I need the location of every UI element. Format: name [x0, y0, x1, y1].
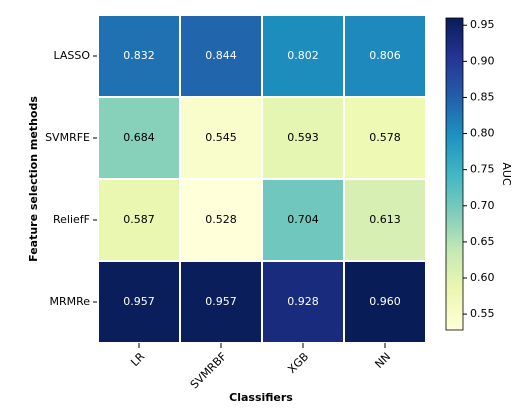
- heatmap-cell: [97, 178, 181, 262]
- cell-label: 0.545: [205, 131, 237, 144]
- colorbar-tick-label: 0.80: [470, 127, 495, 140]
- cell-label: 0.832: [123, 49, 155, 62]
- x-tick-label: NN: [372, 350, 393, 371]
- heatmap-cell: [343, 178, 427, 262]
- colorbar-tick-label: 0.70: [470, 199, 495, 212]
- cell-label: 0.957: [123, 295, 155, 308]
- heatmap-cell: [179, 260, 263, 344]
- cell-label: 0.928: [287, 295, 319, 308]
- cell-label: 0.684: [123, 131, 155, 144]
- heatmap-cell: [261, 96, 345, 180]
- y-tick-label: SVMRFE: [45, 131, 90, 144]
- cell-label: 0.957: [205, 295, 237, 308]
- y-axis-label: Feature selection methods: [27, 96, 40, 262]
- colorbar-tick-label: 0.75: [470, 163, 495, 176]
- colorbar-tick-label: 0.90: [470, 54, 495, 67]
- colorbar-tick-label: 0.55: [470, 307, 495, 320]
- cell-label: 0.528: [205, 213, 237, 226]
- cell-label: 0.802: [287, 49, 319, 62]
- colorbar-label: AUC: [500, 162, 513, 186]
- colorbar-tick-label: 0.65: [470, 235, 495, 248]
- x-tick-label: XGB: [285, 350, 311, 376]
- y-tick-label: LASSO: [53, 49, 90, 62]
- cell-label: 0.806: [369, 49, 401, 62]
- cell-label: 0.593: [287, 131, 319, 144]
- x-tick-label: SVMRBF: [188, 350, 229, 391]
- colorbar-tick-label: 0.85: [470, 90, 495, 103]
- heatmap-cell: [179, 14, 263, 98]
- heatmap-cell: [343, 260, 427, 344]
- y-tick-label: ReliefF: [53, 213, 90, 226]
- cell-label: 0.844: [205, 49, 237, 62]
- x-axis-label: Classifiers: [229, 391, 293, 404]
- colorbar-tick-label: 0.60: [470, 271, 495, 284]
- colorbar: [445, 17, 464, 331]
- heatmap-cell: [179, 178, 263, 262]
- y-tick-label: MRMRe: [49, 295, 90, 308]
- x-tick-label: LR: [128, 350, 147, 369]
- cell-label: 0.587: [123, 213, 155, 226]
- cell-label: 0.578: [369, 131, 401, 144]
- colorbar-tick-label: 0.95: [470, 18, 495, 31]
- cell-label: 0.613: [369, 213, 401, 226]
- heatmap-cell: [179, 96, 263, 180]
- cell-label: 0.704: [287, 213, 319, 226]
- cell-label: 0.960: [369, 295, 401, 308]
